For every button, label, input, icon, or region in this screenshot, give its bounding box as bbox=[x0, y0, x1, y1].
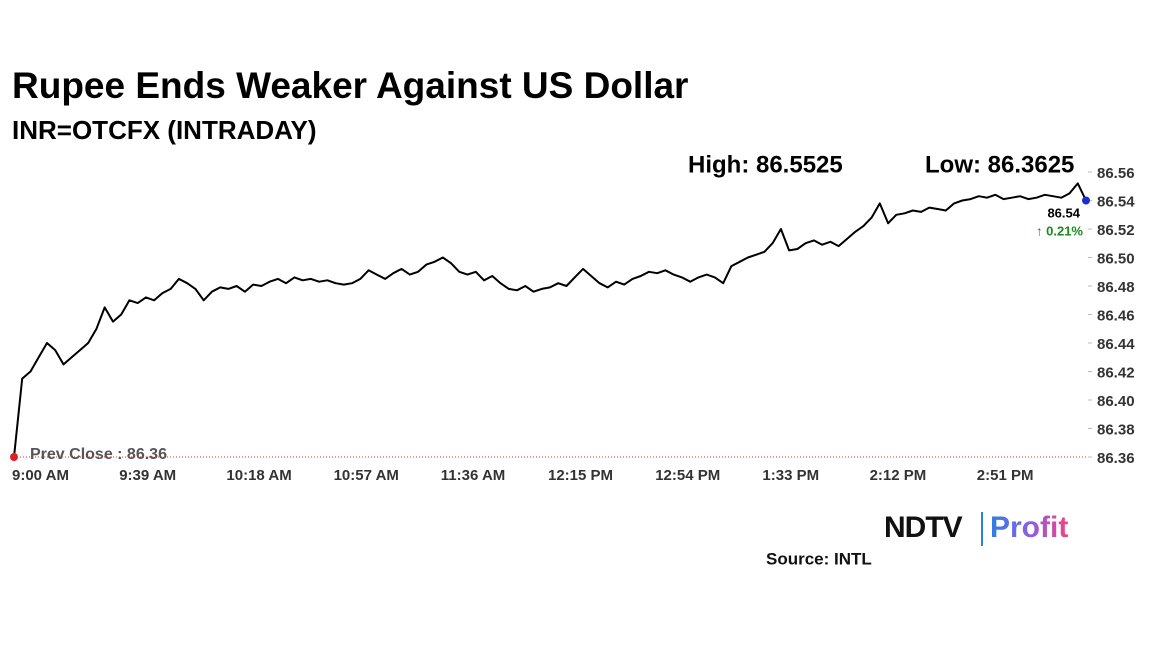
y-tick-label: 86.54 bbox=[1097, 193, 1135, 210]
y-tick-label: 86.40 bbox=[1097, 393, 1135, 410]
y-tick-label: 86.38 bbox=[1097, 421, 1135, 438]
x-tick-label: 9:00 AM bbox=[12, 467, 69, 484]
y-tick-label: 86.52 bbox=[1097, 222, 1135, 239]
last-label-bg bbox=[1036, 204, 1084, 222]
x-tick-label: 11:36 AM bbox=[441, 467, 505, 484]
last-dot bbox=[1082, 196, 1090, 205]
brand: NDTV bbox=[884, 511, 963, 544]
low-label: Low: 86.3625 bbox=[925, 151, 1074, 178]
y-tick-label: 86.46 bbox=[1097, 307, 1135, 324]
y-tick-label: 86.42 bbox=[1097, 364, 1135, 381]
x-tick-label: 12:54 PM bbox=[655, 467, 720, 484]
x-tick-label: 10:18 AM bbox=[226, 467, 291, 484]
x-tick-label: 2:12 PM bbox=[870, 467, 927, 484]
last-label: 86.54 bbox=[1047, 205, 1080, 220]
y-tick-label: 86.36 bbox=[1097, 450, 1135, 467]
y-tick-label: 86.44 bbox=[1097, 336, 1135, 353]
y-tick-label: 86.48 bbox=[1097, 279, 1135, 296]
x-tick-label: 1:33 PM bbox=[762, 467, 819, 484]
x-tick-label: 2:51 PM bbox=[977, 467, 1034, 484]
prev-close-label: Prev Close : 86.36 bbox=[30, 446, 167, 463]
chart-title: Rupee Ends Weaker Against US Dollar bbox=[12, 65, 688, 106]
high-label: High: 86.5525 bbox=[688, 151, 843, 178]
start-dot bbox=[10, 453, 18, 461]
chart-subtitle: INR=OTCFX (INTRADAY) bbox=[12, 115, 317, 145]
price-line bbox=[13, 182, 1087, 458]
change-label: ↑ 0.21% bbox=[1036, 223, 1083, 238]
y-tick-label: 86.50 bbox=[1097, 250, 1135, 267]
x-tick-label: 9:39 AM bbox=[119, 467, 176, 484]
x-tick-label: 12:15 PM bbox=[548, 467, 613, 484]
source: Source: INTL bbox=[766, 549, 872, 568]
x-tick-label: 10:57 AM bbox=[334, 467, 399, 484]
brand-sub: Profit bbox=[990, 511, 1068, 544]
y-tick-label: 86.56 bbox=[1097, 165, 1135, 182]
